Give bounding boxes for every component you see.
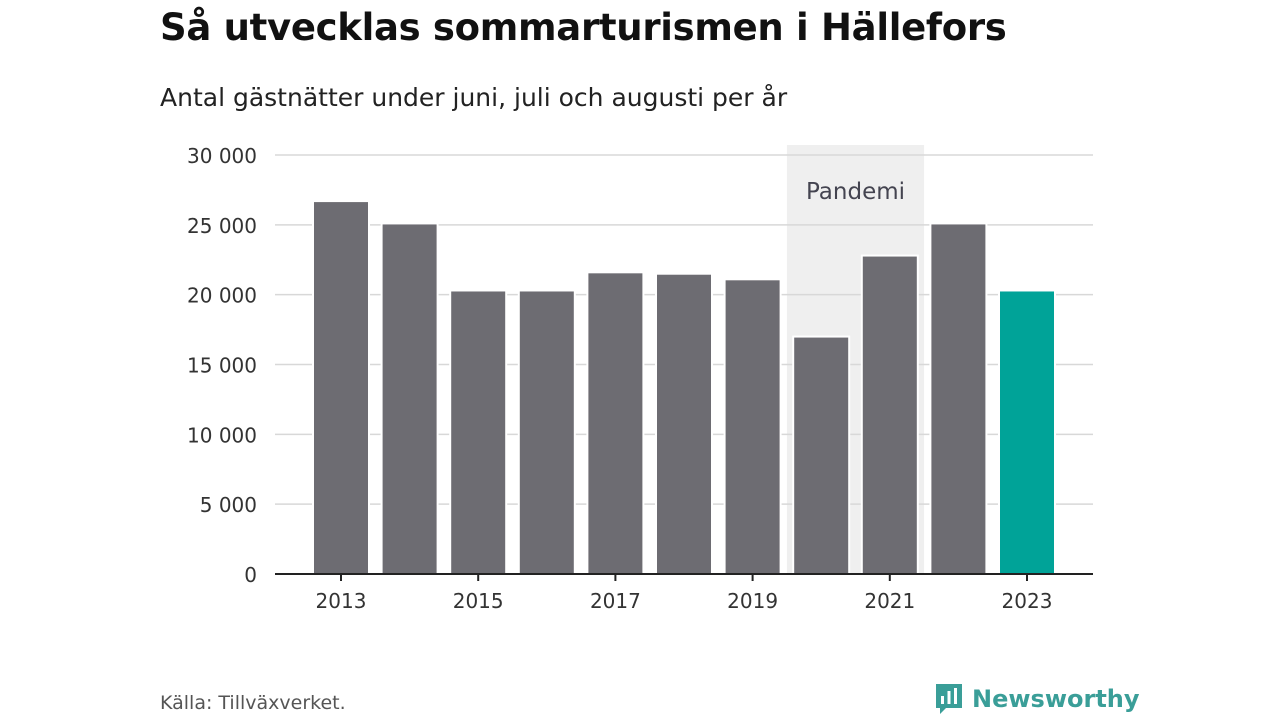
bar-2019 (723, 278, 782, 575)
brand-logo: Newsworthy (934, 682, 1140, 716)
x-tick-label: 2021 (864, 589, 915, 613)
y-tick-label: 30 000 (187, 144, 257, 168)
bar-2015 (449, 289, 508, 575)
bar-2017 (586, 271, 645, 575)
y-tick-label: 5 000 (200, 493, 257, 517)
y-tick-label: 0 (244, 563, 257, 587)
y-tick-label: 20 000 (187, 284, 257, 308)
bar-2018 (655, 272, 713, 575)
bar-2023 (998, 289, 1056, 575)
y-tick-label: 25 000 (187, 214, 257, 238)
pandemic-label: Pandemi (806, 179, 905, 205)
y-tick-label: 10 000 (187, 423, 257, 447)
x-tick-label: 2015 (453, 589, 504, 613)
brand-name: Newsworthy (972, 685, 1140, 713)
y-tick-label: 15 000 (187, 354, 257, 378)
bar-2014 (380, 222, 439, 575)
bar-2016 (517, 289, 576, 575)
x-tick-label: 2017 (590, 589, 641, 613)
source-note: Källa: Tillväxverket. (160, 692, 346, 714)
x-tick-label: 2019 (727, 589, 778, 613)
bar-2020 (792, 335, 851, 576)
bar-2022 (929, 222, 988, 575)
bar-chart: 0 5 000 10 000 15 000 20 000 25 000 30 000 Pand… (187, 144, 1093, 613)
x-tick-label: 2013 (316, 589, 367, 613)
bar-2013 (312, 200, 370, 575)
bar-2021 (860, 254, 919, 575)
chart-title: Så utvecklas sommarturismen i Hällefors (160, 6, 1007, 49)
x-tick-label: 2023 (1002, 589, 1053, 613)
newsworthy-logo-icon (936, 684, 962, 714)
chart-subtitle: Antal gästnätter under juni, juli och au… (160, 83, 788, 112)
